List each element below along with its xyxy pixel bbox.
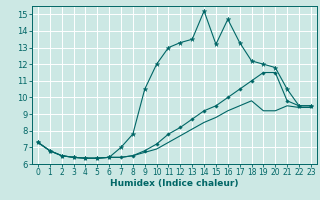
- X-axis label: Humidex (Indice chaleur): Humidex (Indice chaleur): [110, 179, 239, 188]
